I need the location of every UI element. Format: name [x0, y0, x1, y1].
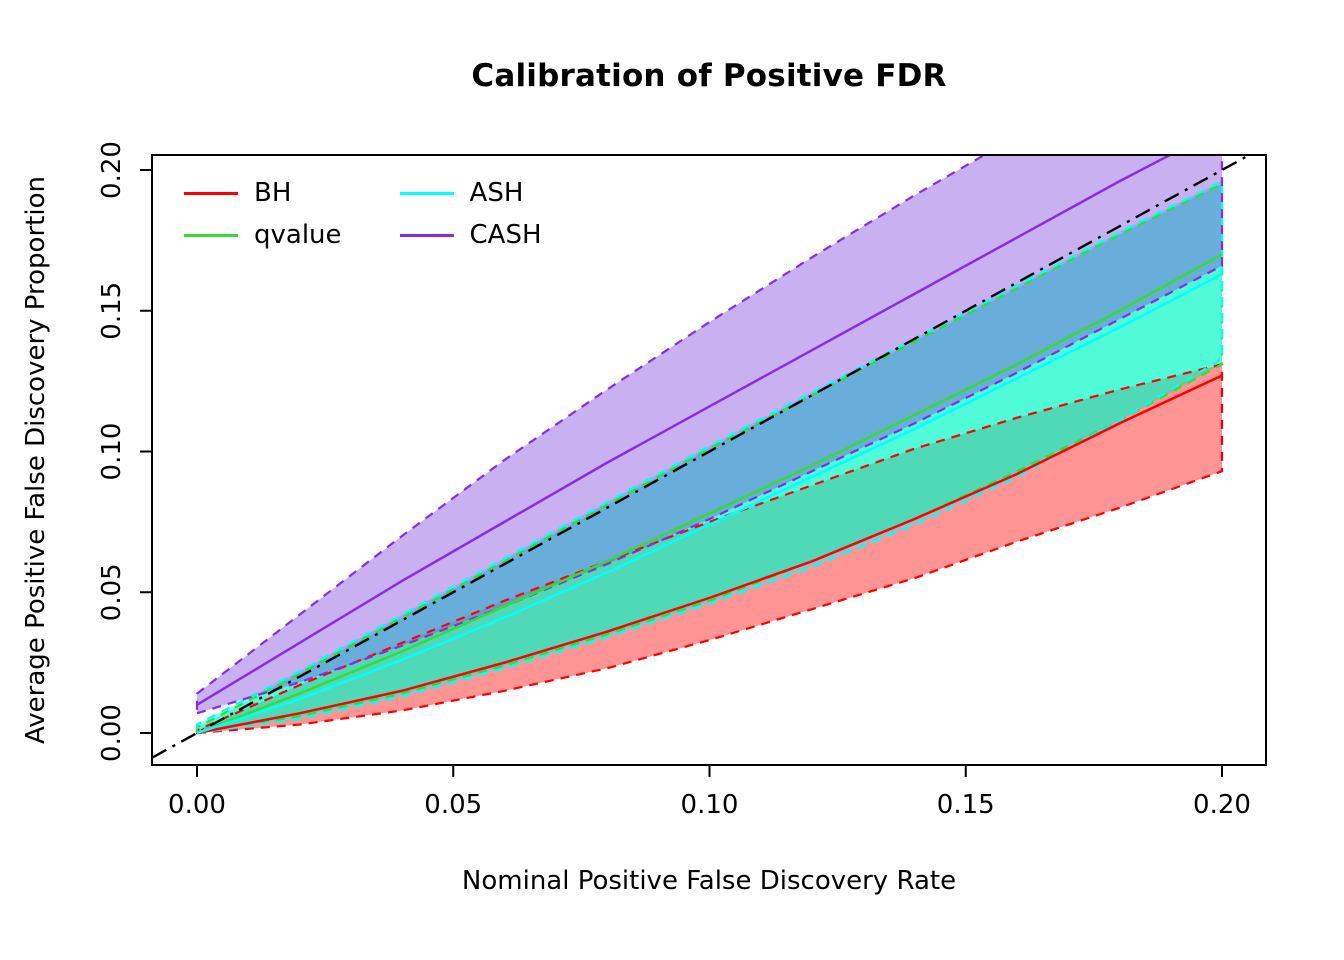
- band-outline-ASH: [195, 179, 1224, 735]
- legend-item-BH: BH: [184, 178, 342, 208]
- band-BH: [197, 364, 1222, 733]
- band-outline-CASH: [195, 155, 1224, 715]
- mean-line-ASH: [196, 273, 1223, 735]
- legend-line-icon: [184, 233, 238, 237]
- x-axis-label: Nominal Positive False Discovery Rate: [461, 866, 957, 896]
- band-CASH: [197, 155, 1222, 714]
- legend-label: CASH: [469, 220, 542, 250]
- band-outline-qvalue: [195, 182, 1224, 735]
- reference-line: [152, 155, 1252, 760]
- legend-item-qvalue: qvalue: [184, 220, 342, 250]
- x-tick-label: 0.15: [937, 790, 995, 820]
- x-tick-label: 0.00: [168, 790, 226, 820]
- y-tick-label: 0.20: [97, 141, 127, 199]
- x-tick-label: 0.20: [1193, 790, 1251, 820]
- y-tick-label: 0.00: [97, 704, 127, 762]
- legend-item-ASH: ASH: [399, 178, 542, 208]
- legend-line-icon: [399, 233, 454, 237]
- band-ASH: [197, 181, 1222, 733]
- chart-title: Calibration of Positive FDR: [471, 58, 947, 94]
- y-tick-label: 0.10: [97, 423, 127, 481]
- legend-label: BH: [254, 178, 292, 208]
- x-tick-label: 0.10: [681, 790, 739, 820]
- legend-label: qvalue: [254, 220, 342, 250]
- x-tick-label: 0.05: [424, 790, 482, 820]
- legend-item-CASH: CASH: [399, 220, 542, 250]
- legend: BH ASH qvalue CASH: [184, 178, 542, 250]
- lines-layer: [152, 155, 1252, 760]
- mean-line-qvalue: [196, 253, 1223, 735]
- y-tick-label: 0.05: [97, 563, 127, 621]
- band-qvalue: [197, 184, 1222, 733]
- bands-layer: [197, 155, 1222, 733]
- legend-line-icon: [184, 191, 238, 195]
- mean-line-CASH: [196, 155, 1173, 706]
- y-tick-label: 0.15: [97, 282, 127, 340]
- legend-line-icon: [399, 191, 454, 195]
- mean-line-BH: [196, 374, 1223, 735]
- legend-label: ASH: [469, 178, 524, 208]
